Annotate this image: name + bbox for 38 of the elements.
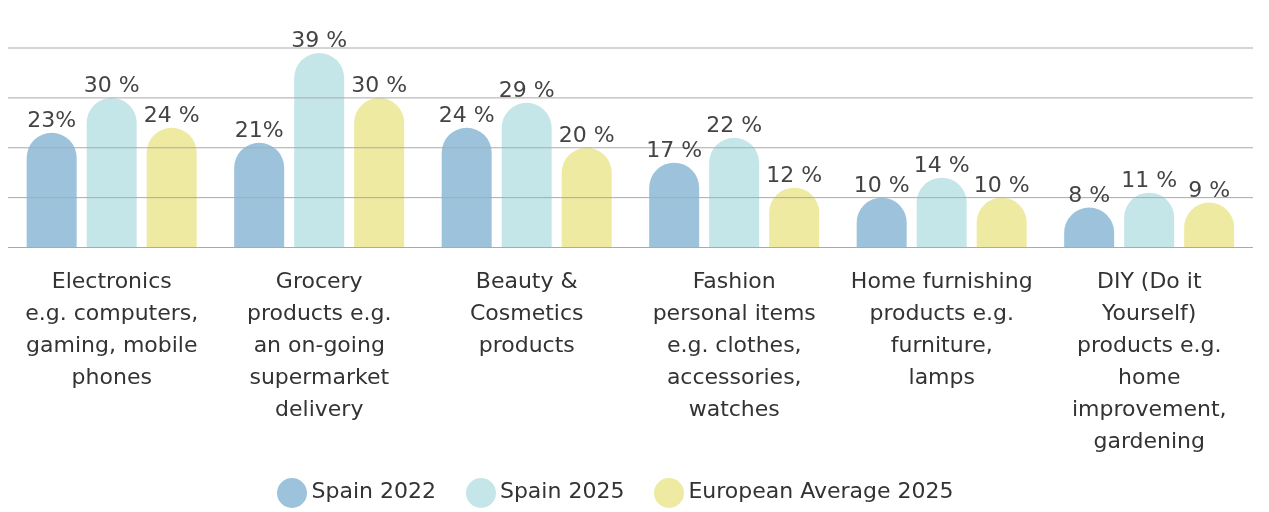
data-label: 17 % <box>646 136 703 162</box>
data-label: 39 % <box>291 26 348 52</box>
bar <box>441 127 492 248</box>
data-label: 24 % <box>143 101 200 127</box>
x-tick-label: Beauty & Cosmetics products <box>469 267 584 357</box>
x-tick-label: Fashion personal items e.g. clothes, accessories, watches <box>652 267 816 421</box>
bar <box>561 147 612 248</box>
bar <box>146 127 197 248</box>
bar <box>501 102 552 248</box>
legend-label: Spain 2022 <box>311 477 436 503</box>
legend-label: European Average 2025 <box>688 477 954 503</box>
x-tick-label: Electronics e.g. computers, gaming, mobile phones <box>25 267 199 389</box>
data-label: 29 % <box>498 76 555 102</box>
data-label: 10 % <box>853 171 910 197</box>
data-label: 20 % <box>558 121 615 147</box>
data-label: 14 % <box>913 151 970 177</box>
data-label: 12 % <box>766 161 823 187</box>
bar <box>649 162 700 248</box>
bar <box>294 53 345 248</box>
bar <box>234 142 285 248</box>
data-label: 30 % <box>351 71 408 97</box>
bar <box>354 97 405 248</box>
data-label: 9 % <box>1188 176 1231 202</box>
x-tick-label: Grocery products e.g. an on-going supermarket delivery <box>246 267 392 421</box>
data-label: 11 % <box>1121 166 1178 192</box>
bar <box>26 132 77 248</box>
data-label: 10 % <box>973 171 1030 197</box>
bar <box>86 97 137 248</box>
x-tick-label: Home furnishing products e.g. furniture, lamps <box>850 267 1033 389</box>
legend-label: Spain 2025 <box>499 477 625 503</box>
data-label: 8 % <box>1068 181 1111 207</box>
data-label: 30 % <box>83 71 140 97</box>
x-tick-label: DIY (Do it Yourself) products e.g. home improvement, gardening <box>1071 267 1227 453</box>
data-label: 23% <box>27 106 77 132</box>
data-label: 22 % <box>706 111 763 137</box>
bar <box>709 137 760 248</box>
data-label: 24 % <box>438 101 495 127</box>
data-label: 21% <box>234 116 284 142</box>
